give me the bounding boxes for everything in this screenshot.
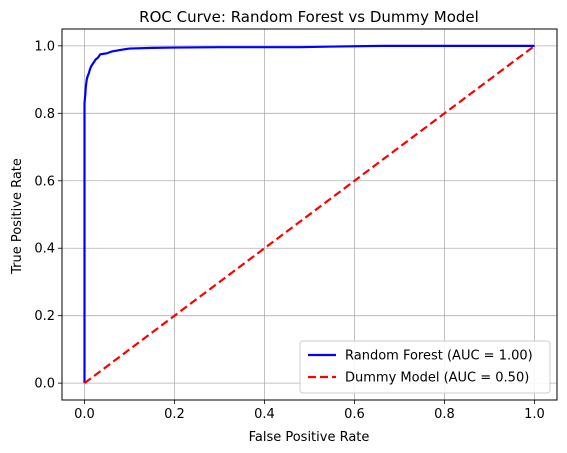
y-tick-label: 0.8 bbox=[34, 107, 55, 122]
legend-label-1: Dummy Model (AUC = 0.50) bbox=[345, 371, 529, 386]
plot-frame bbox=[61, 28, 558, 401]
x-tick-label: 0.8 bbox=[434, 407, 455, 422]
x-axis-label: False Positive Rate bbox=[249, 430, 370, 445]
grid bbox=[62, 29, 557, 400]
ticks: 0.0 0.2 0.4 0.6 0.8 1.0 0.0 0.2 0.4 0.6 0.8 1.0 bbox=[34, 39, 545, 422]
series-layer bbox=[83, 44, 536, 385]
x-tick-label: 0.4 bbox=[254, 407, 275, 422]
series-line-1 bbox=[83, 44, 536, 385]
y-tick-label: 0.0 bbox=[34, 377, 55, 392]
x-tick-label: 0.0 bbox=[74, 407, 95, 422]
y-tick-label: 0.4 bbox=[34, 242, 55, 257]
x-tick-label: 1.0 bbox=[524, 407, 545, 422]
y-tick-label: 0.2 bbox=[34, 309, 55, 324]
y-axis-label: True Positive Rate bbox=[10, 158, 25, 275]
x-tick-label: 0.6 bbox=[344, 407, 365, 422]
chart-title: ROC Curve: Random Forest vs Dummy Model bbox=[139, 8, 479, 26]
x-tick-label: 0.2 bbox=[164, 407, 185, 422]
series-line-0 bbox=[83, 44, 535, 384]
y-tick-label: 0.6 bbox=[34, 174, 55, 189]
legend: Random Forest (AUC = 1.00) Dummy Model (A… bbox=[299, 340, 551, 394]
legend-label-0: Random Forest (AUC = 1.00) bbox=[345, 349, 533, 364]
y-tick-label: 1.0 bbox=[34, 39, 55, 54]
legend-box bbox=[299, 340, 551, 394]
